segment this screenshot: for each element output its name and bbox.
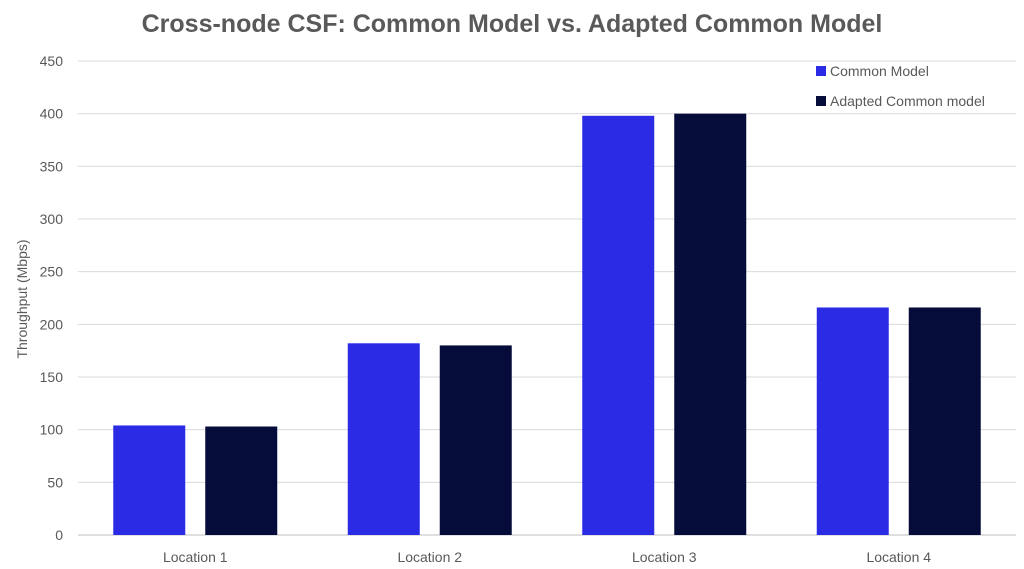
x-tick-labels: Location 1 Location 2 Location 3 Location 4 <box>163 549 931 565</box>
bar-series-2-location-3 <box>674 113 747 536</box>
y-tick-label: 50 <box>47 474 63 490</box>
x-tick-label: Location 3 <box>632 549 697 565</box>
bar-series-2-location-4 <box>908 307 981 535</box>
y-tick-label: 400 <box>40 106 64 122</box>
chart-title: Cross-node CSF: Common Model vs. Adapted… <box>142 10 883 38</box>
bar-series-2-location-2 <box>439 345 512 535</box>
y-tick-label: 250 <box>40 264 64 280</box>
bar-series-2-location-1 <box>205 426 278 535</box>
y-tick-label: 300 <box>40 211 64 227</box>
legend-label: Common Model <box>830 63 929 79</box>
y-tick-label: 450 <box>40 53 64 69</box>
y-tick-labels: 0 50 100 150 200 250 300 350 400 450 <box>40 53 64 543</box>
bars <box>113 113 981 536</box>
legend-swatch <box>816 66 826 76</box>
legend: Common Model Adapted Common model <box>816 63 985 109</box>
y-tick-label: 0 <box>55 527 63 543</box>
legend-swatch <box>816 96 826 106</box>
y-tick-label: 350 <box>40 158 64 174</box>
y-tick-label: 100 <box>40 422 64 438</box>
x-tick-label: Location 2 <box>397 549 462 565</box>
legend-label: Adapted Common model <box>830 93 985 109</box>
bar-series-1-location-3 <box>582 115 655 536</box>
x-tick-label: Location 1 <box>163 549 228 565</box>
bar-series-1-location-1 <box>113 425 186 535</box>
bar-series-1-location-4 <box>816 307 889 535</box>
y-tick-label: 150 <box>40 369 64 385</box>
y-axis-title: Throughput (Mbps) <box>14 239 30 358</box>
x-tick-label: Location 4 <box>866 549 931 565</box>
y-tick-label: 200 <box>40 316 64 332</box>
bar-series-1-location-2 <box>347 343 420 535</box>
